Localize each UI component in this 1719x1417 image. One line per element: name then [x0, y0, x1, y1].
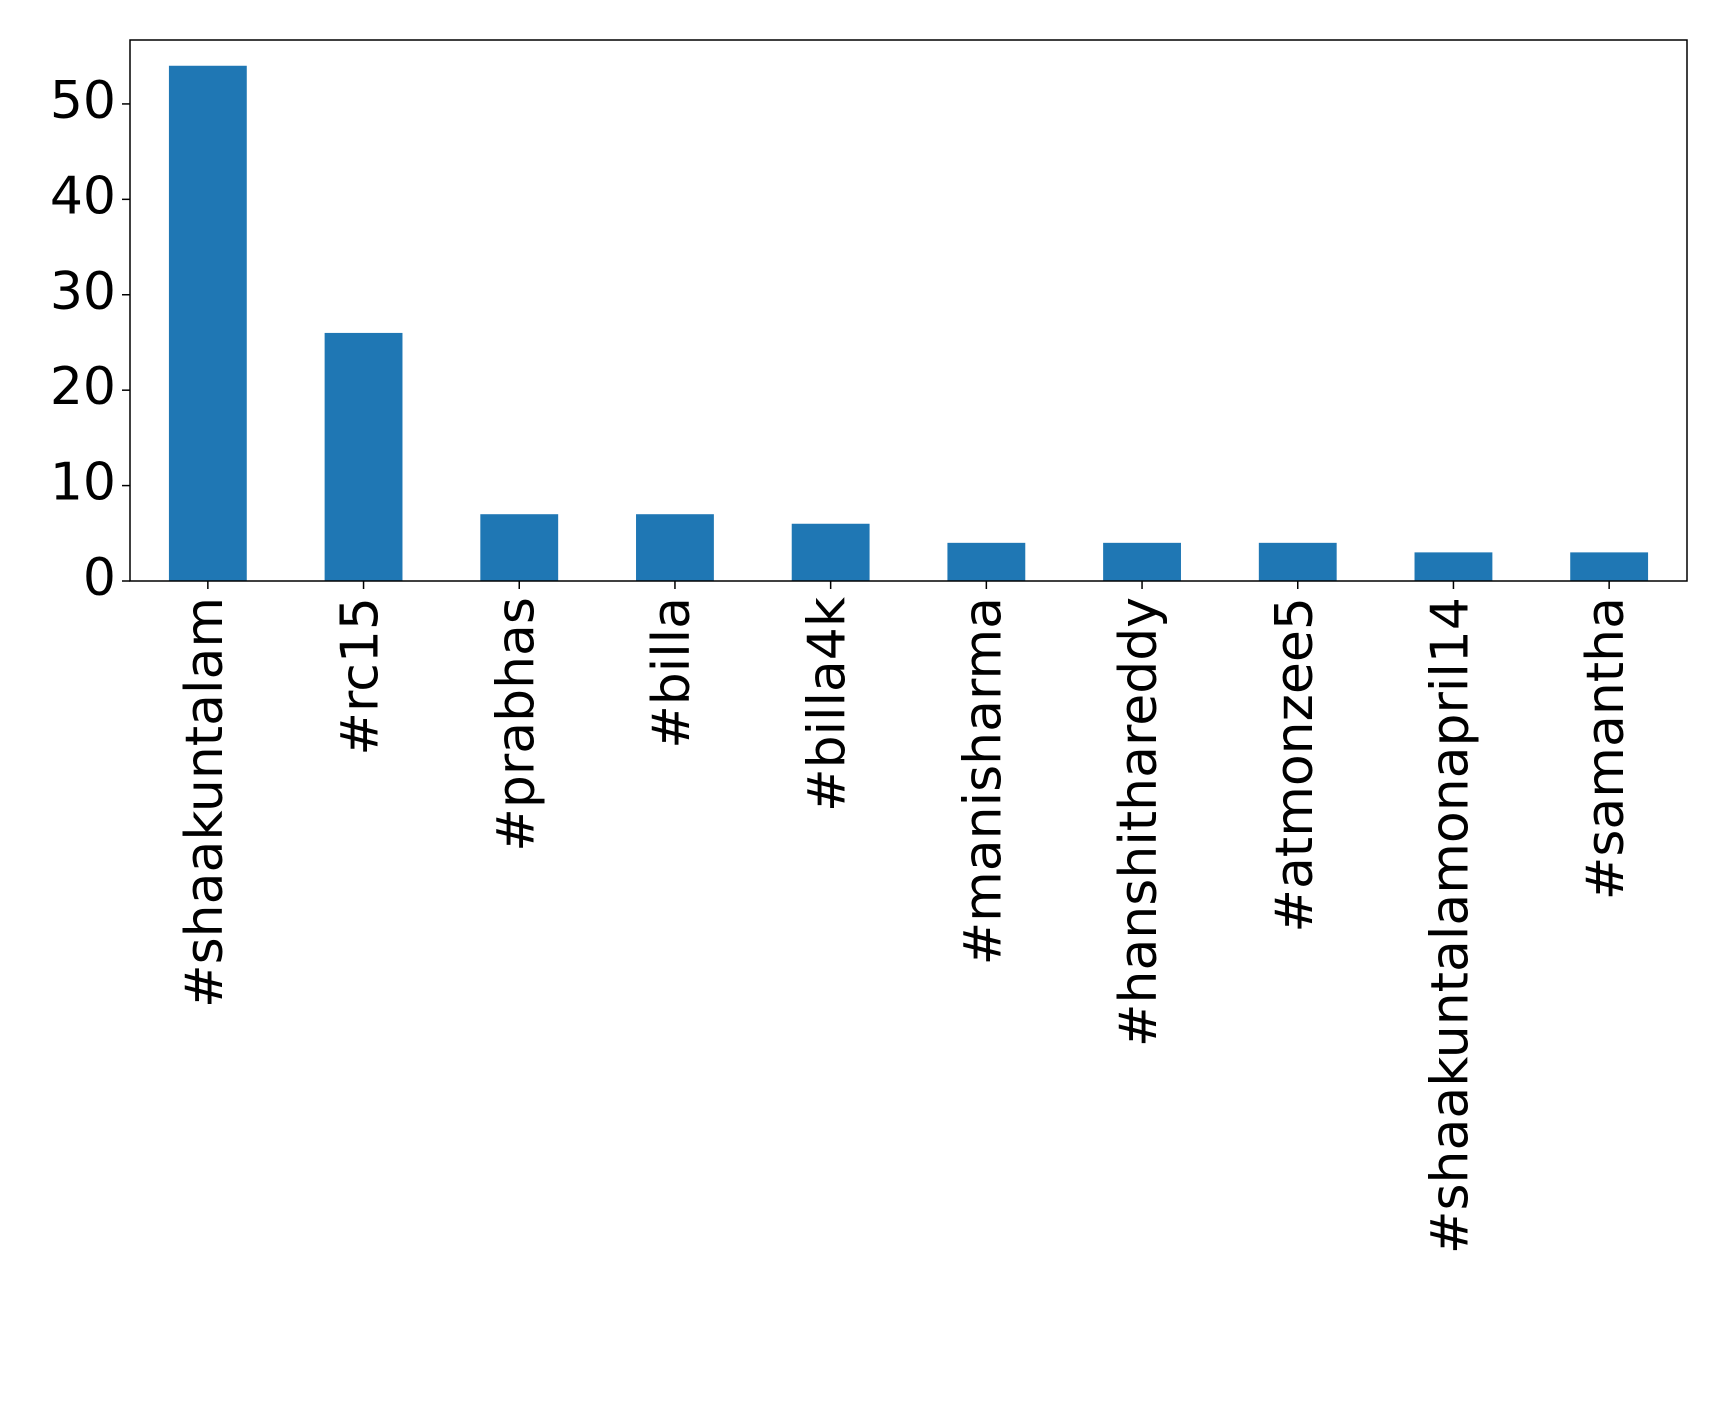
x-tick-label: #billa4k [798, 597, 858, 812]
y-tick-label: 20 [50, 357, 116, 417]
y-tick-label: 0 [83, 548, 116, 608]
y-tick-label: 10 [50, 453, 116, 513]
bar [324, 332, 403, 581]
bar [791, 523, 870, 581]
y-tick-label: 30 [50, 262, 116, 322]
x-tick-label: #samantha [1576, 597, 1636, 900]
x-tick-label: #rc15 [331, 597, 391, 756]
x-tick-label: #hanshithareddy [1109, 597, 1169, 1047]
bar [480, 514, 559, 581]
bar [947, 542, 1026, 581]
y-tick-label: 50 [50, 71, 116, 131]
x-tick-label: #prabhas [486, 597, 546, 852]
x-tick-label: #billa [642, 597, 702, 749]
bar [1414, 552, 1493, 581]
y-tick-label: 40 [50, 166, 116, 226]
bar [1570, 552, 1649, 581]
x-tick-label: #shaakuntalamonapril14 [1420, 597, 1480, 1254]
bar [1258, 542, 1337, 581]
x-tick-label: #manisharma [953, 597, 1013, 965]
axes-frame [129, 39, 1688, 582]
x-tick-label: #atmonzee5 [1265, 597, 1325, 933]
bar [1103, 542, 1181, 581]
x-tick-label: #shaakuntalam [175, 597, 235, 1008]
bar [636, 514, 714, 581]
bar [168, 65, 247, 581]
